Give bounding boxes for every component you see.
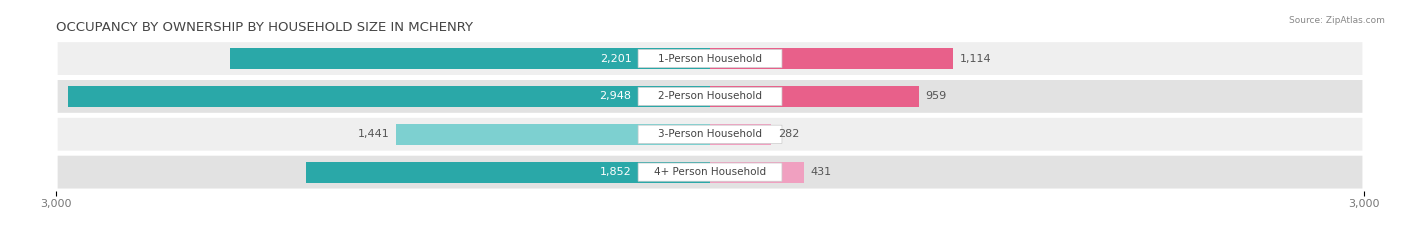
Bar [710, 162, 804, 182]
Text: 1,114: 1,114 [959, 54, 991, 64]
FancyBboxPatch shape [638, 87, 782, 106]
Text: 959: 959 [925, 91, 946, 101]
Text: 4+ Person Household: 4+ Person Household [654, 167, 766, 177]
FancyBboxPatch shape [638, 125, 782, 143]
Bar [67, 86, 710, 107]
FancyBboxPatch shape [56, 41, 1364, 76]
Text: 1,441: 1,441 [357, 129, 389, 139]
Text: 431: 431 [810, 167, 831, 177]
Text: Source: ZipAtlas.com: Source: ZipAtlas.com [1289, 16, 1385, 25]
Text: 282: 282 [778, 129, 800, 139]
FancyBboxPatch shape [638, 49, 782, 68]
Text: 2-Person Household: 2-Person Household [658, 91, 762, 101]
Text: 1-Person Household: 1-Person Household [658, 54, 762, 64]
Bar [710, 86, 920, 107]
FancyBboxPatch shape [56, 154, 1364, 190]
Bar [710, 124, 772, 145]
Text: 3-Person Household: 3-Person Household [658, 129, 762, 139]
Bar [307, 162, 710, 182]
FancyBboxPatch shape [56, 116, 1364, 152]
Bar [231, 48, 710, 69]
Text: 2,948: 2,948 [599, 91, 631, 101]
Bar [710, 48, 953, 69]
Text: 2,201: 2,201 [600, 54, 631, 64]
Text: 1,852: 1,852 [600, 167, 631, 177]
FancyBboxPatch shape [638, 163, 782, 181]
FancyBboxPatch shape [56, 79, 1364, 114]
Text: OCCUPANCY BY OWNERSHIP BY HOUSEHOLD SIZE IN MCHENRY: OCCUPANCY BY OWNERSHIP BY HOUSEHOLD SIZE… [56, 21, 474, 34]
Bar [396, 124, 710, 145]
